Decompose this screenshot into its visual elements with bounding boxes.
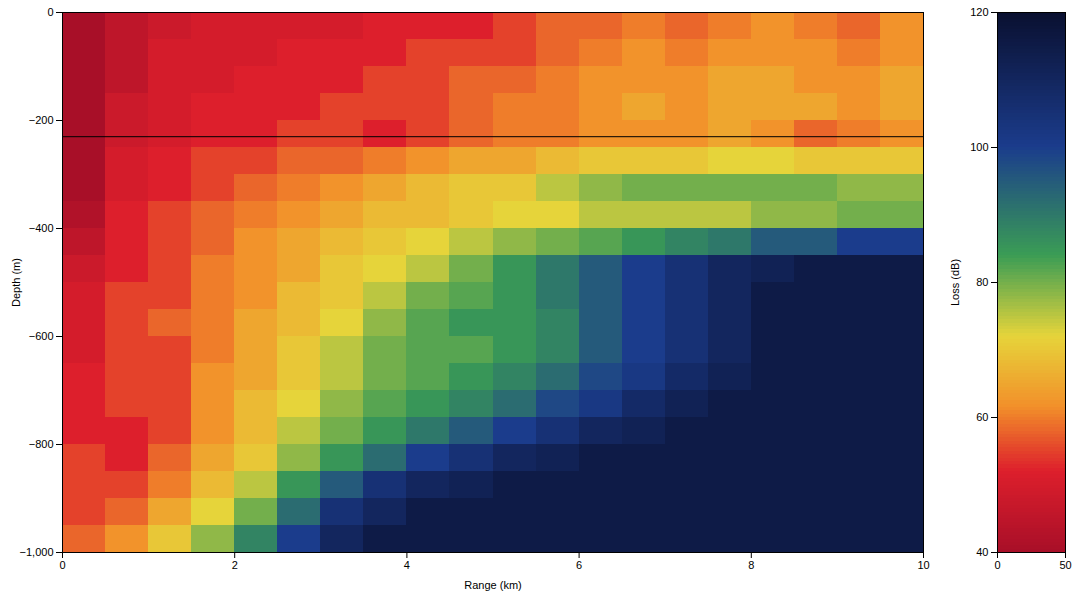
- svg-text:40: 40: [976, 546, 988, 558]
- svg-text:0: 0: [994, 559, 1000, 571]
- svg-text:−200: −200: [29, 114, 54, 126]
- svg-text:50: 50: [1059, 559, 1071, 571]
- svg-text:10: 10: [917, 559, 929, 571]
- svg-text:−1,000: −1,000: [20, 546, 54, 558]
- svg-text:−400: −400: [29, 222, 54, 234]
- svg-text:4: 4: [404, 559, 410, 571]
- svg-text:80: 80: [976, 276, 988, 288]
- svg-text:0: 0: [47, 6, 53, 18]
- svg-text:60: 60: [976, 411, 988, 423]
- svg-text:−600: −600: [29, 330, 54, 342]
- svg-text:Loss (dB): Loss (dB): [949, 259, 961, 306]
- svg-text:6: 6: [576, 559, 582, 571]
- svg-text:2: 2: [232, 559, 238, 571]
- svg-text:8: 8: [748, 559, 754, 571]
- svg-text:−800: −800: [29, 438, 54, 450]
- svg-text:Range (km): Range (km): [464, 579, 521, 591]
- svg-text:120: 120: [970, 6, 988, 18]
- svg-text:0: 0: [59, 559, 65, 571]
- svg-text:Depth (m): Depth (m): [10, 258, 22, 307]
- svg-text:100: 100: [970, 141, 988, 153]
